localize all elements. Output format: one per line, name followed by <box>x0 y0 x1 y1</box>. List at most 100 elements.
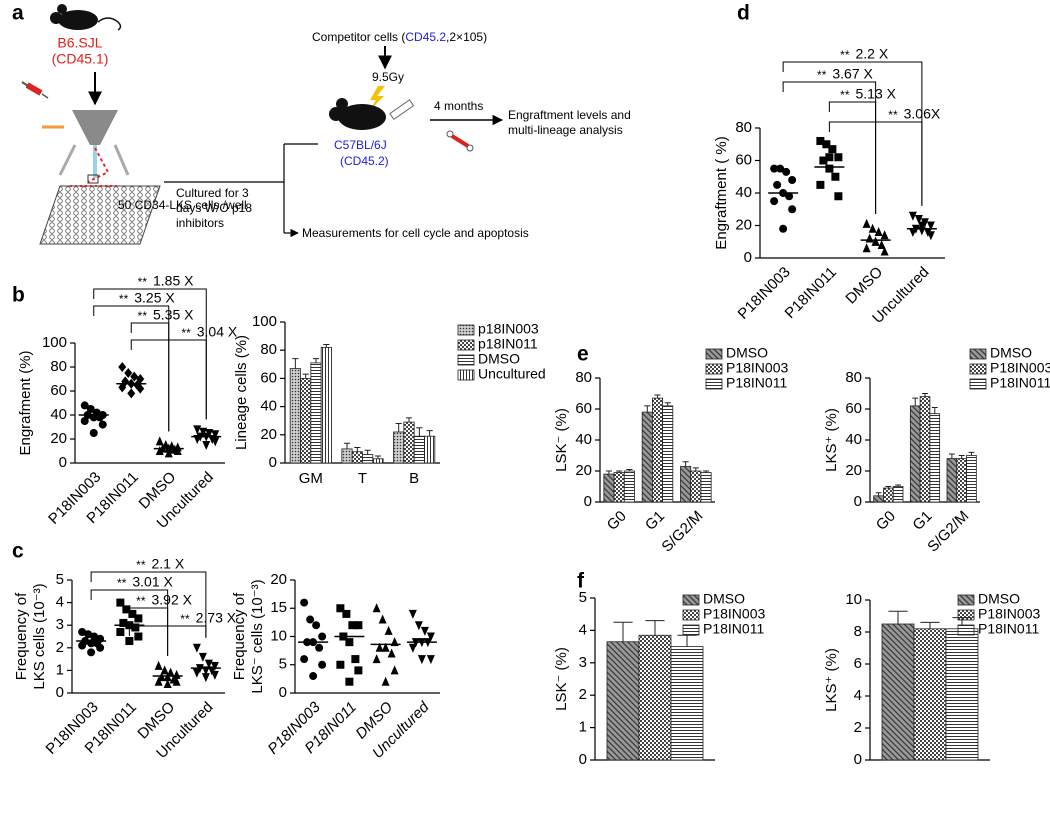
data-point <box>306 615 315 624</box>
data-point <box>375 642 384 652</box>
legend-label: DMSO <box>726 345 768 361</box>
data-point <box>351 655 360 664</box>
bar <box>403 421 415 464</box>
bar <box>393 431 405 464</box>
error-bar <box>626 468 633 471</box>
error-bar <box>343 442 351 449</box>
bar <box>929 413 941 503</box>
significance-bracket <box>130 339 207 420</box>
data-point <box>776 164 785 173</box>
error-bar <box>875 492 882 496</box>
schematic: B6.SJL (CD45.1) 50 CD34-LKS cells /well … <box>21 4 631 245</box>
data-point <box>381 676 390 686</box>
data-point <box>131 623 140 632</box>
y-tick-label: 20 <box>735 216 752 233</box>
y-tick-label: 60 <box>50 382 67 399</box>
legend-swatch <box>957 609 975 621</box>
data-point <box>816 137 825 145</box>
culture-label: inhibitors <box>176 216 224 230</box>
bar <box>424 435 436 464</box>
error-bar <box>354 446 361 452</box>
y-tick-label: 0 <box>744 249 752 266</box>
y-axis-label: Frequency of <box>13 592 30 680</box>
data-point <box>773 180 782 189</box>
y-tick-label: 80 <box>845 369 862 386</box>
error-bar <box>405 417 413 423</box>
legend-label: p18IN003 <box>478 321 539 337</box>
legend-swatch <box>705 348 723 360</box>
data-point <box>192 643 201 653</box>
data-point <box>926 231 935 241</box>
data-point <box>89 429 98 437</box>
donor-label: B6.SJL <box>57 35 102 51</box>
data-point <box>831 172 840 181</box>
error-bar <box>302 373 309 379</box>
data-point <box>336 604 345 613</box>
data-point <box>877 240 886 249</box>
error-bar <box>958 455 965 459</box>
data-point <box>96 643 105 652</box>
bar <box>362 454 374 464</box>
significance-bracket <box>828 121 923 206</box>
significance-bracket <box>130 322 170 432</box>
y-axis-label: Engrafment (%) <box>17 350 34 455</box>
data-point <box>315 643 324 652</box>
x-tick-label: S/G2/M <box>658 508 706 556</box>
legend-swatch <box>705 378 723 390</box>
data-point <box>78 641 87 650</box>
data-point <box>785 192 794 201</box>
data-point <box>309 672 318 681</box>
data-point <box>354 666 363 675</box>
data-point <box>828 145 837 154</box>
cells-label: 50 CD34-LKS cells /well <box>118 198 247 212</box>
legend-label: DMSO <box>478 351 520 367</box>
y-tick-label: 80 <box>260 341 277 358</box>
data-point <box>417 655 426 665</box>
data-point <box>118 382 127 393</box>
legend-label: P18IN003 <box>978 606 1040 622</box>
legend-swatch <box>969 378 987 390</box>
x-tick-label: S/G2/M <box>924 508 972 556</box>
data-point <box>116 627 125 636</box>
data-point <box>173 446 182 455</box>
data-point <box>84 630 93 639</box>
significance-stars: ** <box>180 612 190 626</box>
fold-change-label: 3.92 X <box>152 592 193 608</box>
panel-label: e <box>577 343 589 366</box>
y-axis-label: LKS⁺ (%) <box>823 408 840 472</box>
error-bar <box>677 634 697 647</box>
x-tick-label: G1 <box>909 508 935 534</box>
bar <box>310 362 322 464</box>
legend-swatch <box>457 369 475 381</box>
legend-swatch <box>705 363 723 375</box>
y-tick-label: 60 <box>260 369 277 386</box>
panel-label: a <box>12 2 24 25</box>
data-point <box>160 665 169 675</box>
data-point <box>414 621 423 631</box>
significance-stars: ** <box>117 576 127 590</box>
data-point <box>134 632 143 641</box>
fold-change-label: 1.85 X <box>153 273 194 289</box>
error-bar <box>920 621 940 629</box>
data-point <box>816 180 825 189</box>
significance-bracket <box>782 61 923 206</box>
y-tick-label: 100 <box>252 313 277 330</box>
y-tick-label: 80 <box>735 119 752 136</box>
bar <box>956 458 967 503</box>
x-tick-label: G0 <box>604 508 630 534</box>
data-point <box>154 660 163 670</box>
data-point <box>372 654 381 664</box>
bone-icon <box>446 130 474 152</box>
legend-label: Uncultured <box>478 366 546 382</box>
data-point <box>90 632 99 641</box>
data-point <box>770 164 779 173</box>
donor-marker: (CD45.1) <box>52 51 109 67</box>
fold-change-label: 3.67 X <box>832 66 873 82</box>
y-tick-label: 20 <box>845 462 862 479</box>
data-point <box>779 224 788 233</box>
data-point <box>348 621 357 630</box>
legend-label: P18IN011 <box>726 375 787 391</box>
bar <box>638 634 672 761</box>
mouse-icon <box>58 10 98 30</box>
competitor-dose: ,2×105) <box>446 30 487 44</box>
